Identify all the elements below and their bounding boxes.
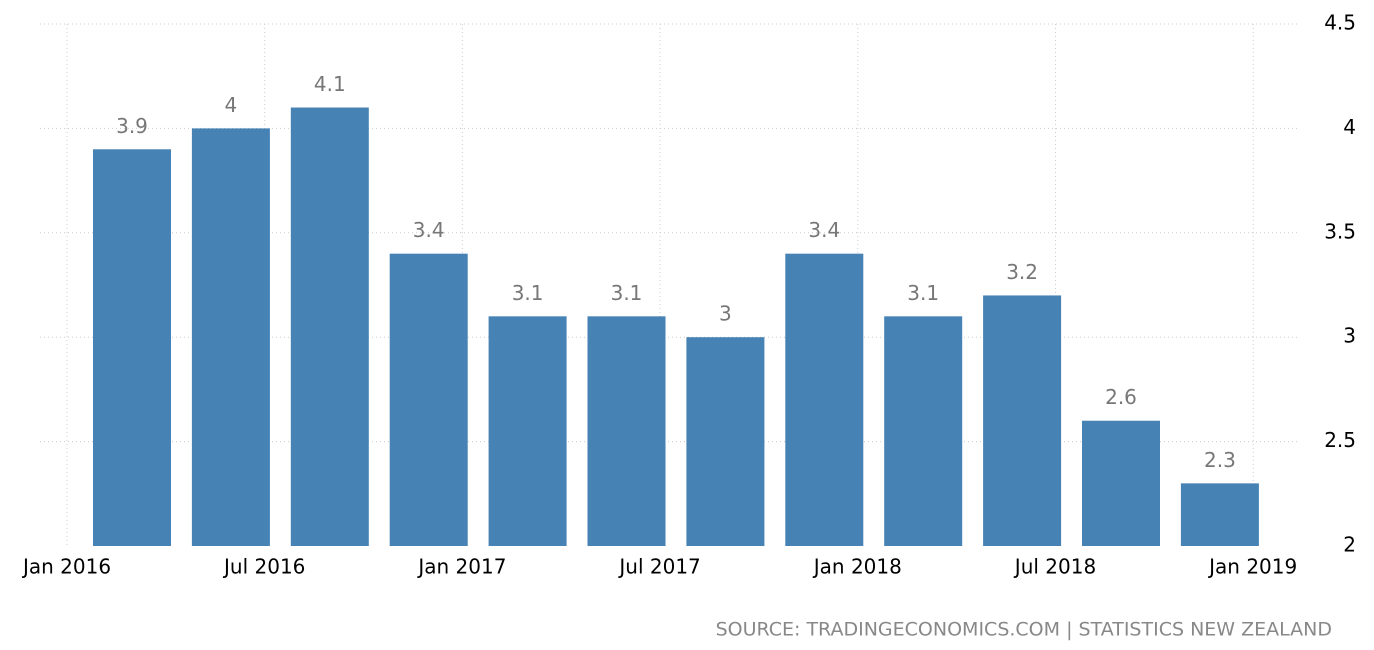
source-note: SOURCE: TRADINGECONOMICS.COM | STATISTIC… — [716, 619, 1332, 641]
bar — [884, 316, 963, 546]
y-tick-label: 3 — [1343, 324, 1356, 348]
x-tick-label: Jul 2016 — [222, 555, 305, 579]
x-tick-label: Jan 2019 — [1207, 555, 1297, 579]
value-label: 3.1 — [611, 281, 643, 305]
value-label: 3 — [719, 302, 732, 326]
value-label: 2.6 — [1105, 385, 1137, 409]
bar — [1082, 420, 1160, 546]
value-label: 4.1 — [314, 72, 346, 96]
bar — [93, 149, 171, 546]
bar — [785, 253, 864, 546]
x-tick-label: Jan 2017 — [416, 555, 506, 579]
x-tick-label: Jan 2018 — [812, 555, 902, 579]
bar — [290, 107, 369, 547]
bar — [983, 295, 1062, 546]
x-tick-label: Jul 2017 — [617, 555, 700, 579]
value-label: 3.4 — [413, 218, 445, 242]
y-tick-label: 4.5 — [1324, 11, 1356, 35]
value-label: 3.4 — [808, 218, 840, 242]
value-label: 4 — [225, 93, 238, 117]
value-label: 3.9 — [116, 114, 148, 138]
bar — [587, 316, 666, 546]
value-label: 2.3 — [1204, 448, 1236, 472]
bar — [191, 128, 270, 546]
y-tick-label: 2.5 — [1324, 428, 1356, 452]
x-tick-label: Jul 2018 — [1013, 555, 1096, 579]
bar — [1180, 483, 1259, 546]
value-label: 3.2 — [1006, 260, 1038, 284]
y-tick-label: 2 — [1343, 533, 1356, 557]
x-tick-label: Jan 2016 — [21, 555, 111, 579]
value-label: 3.1 — [512, 281, 544, 305]
bar — [686, 337, 765, 546]
y-tick-label: 3.5 — [1324, 219, 1356, 243]
y-tick-label: 4 — [1343, 115, 1356, 139]
bar — [488, 316, 567, 546]
bar — [389, 253, 468, 546]
value-label: 3.1 — [907, 281, 939, 305]
